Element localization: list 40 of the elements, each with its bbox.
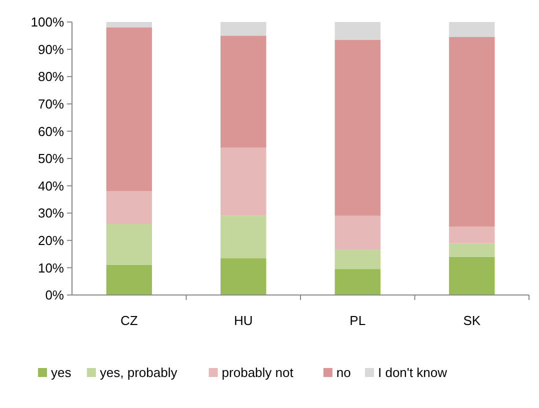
y-tick-label: 60%	[38, 124, 64, 139]
x-tick-label: PL	[350, 313, 366, 328]
y-tick-label: 40%	[38, 178, 64, 194]
legend-label: yes	[51, 365, 72, 380]
bar	[449, 256, 495, 295]
bar	[106, 27, 152, 192]
bar	[334, 40, 380, 216]
bar	[334, 22, 380, 40]
bar	[106, 224, 152, 265]
bar	[220, 216, 266, 258]
y-tick-label: 20%	[38, 232, 64, 248]
legend-label: probably not	[222, 365, 294, 380]
y-tick-label: 30%	[38, 206, 64, 221]
y-tick-label: 100%	[30, 14, 64, 30]
y-tick-label: 50%	[38, 151, 64, 166]
legend-label: I don't know	[378, 365, 448, 380]
bar	[334, 250, 380, 270]
bar	[106, 264, 152, 295]
y-tick-label: 0%	[45, 288, 64, 303]
legend-label: no	[336, 365, 351, 380]
bar	[334, 216, 380, 250]
legend-label: yes, probably	[100, 365, 178, 380]
bar	[220, 22, 266, 36]
x-tick-label: HU	[234, 313, 253, 328]
y-tick-label: 70%	[38, 96, 64, 112]
bar	[449, 243, 495, 257]
y-tick-label: 10%	[38, 260, 64, 276]
bar	[334, 269, 380, 295]
bar	[449, 226, 495, 244]
bar	[449, 37, 495, 227]
y-tick-label: 80%	[38, 69, 64, 84]
bar	[220, 36, 266, 148]
x-tick-label: CZ	[120, 313, 138, 328]
bar	[449, 22, 495, 38]
bar	[220, 258, 266, 295]
x-tick-label: SK	[463, 313, 481, 328]
y-tick-label: 90%	[38, 42, 64, 57]
bar	[220, 148, 266, 216]
bar	[106, 191, 152, 224]
bar	[106, 22, 152, 28]
